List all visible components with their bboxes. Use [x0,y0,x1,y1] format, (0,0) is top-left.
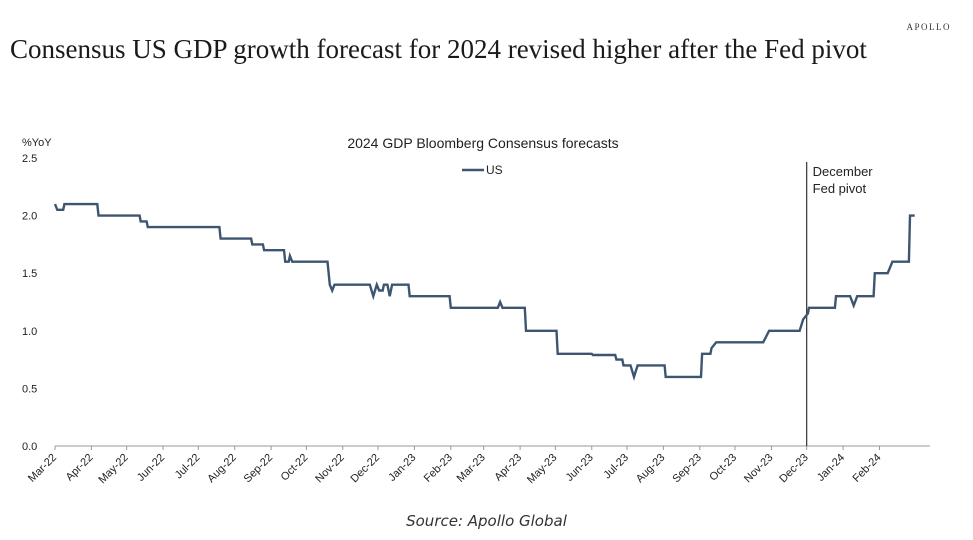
source-note: Source: Apollo Global [406,512,567,530]
x-tick-label: Jul-22 [173,452,203,482]
x-tick-label: Sep-22 [242,452,276,486]
y-tick-label: 1.5 [22,268,37,280]
x-tick-label: Jul-23 [601,452,631,482]
x-tick-label: Apr-22 [64,452,96,484]
x-tick-label: Mar-23 [455,452,488,485]
x-tick-label: Feb-24 [850,452,883,485]
x-tick-label: May-22 [96,452,130,486]
x-tick-label: Jan-23 [386,452,418,484]
x-tick-label: Jun-22 [135,452,167,484]
pivot-annotation: December [813,164,874,179]
x-tick-label: Jan-24 [815,452,847,484]
y-axis: 0.0 0.5 1.0 1.5 2.0 2.5 [22,153,37,453]
x-tick-label: Sep-23 [670,452,704,486]
x-tick-label: Oct-22 [279,452,311,484]
x-tick-label: Dec-22 [349,452,383,486]
pivot-annotation: Fed pivot [813,181,867,196]
x-axis: Mar-22 Apr-22 May-22 Jun-22 Jul-22 Aug-22 Sep-… [26,445,930,486]
brand-logo: APOLLO [906,22,951,32]
y-tick-label: 1.0 [22,326,37,338]
x-tick-label: Aug-22 [205,452,239,486]
x-tick-label: Nov-22 [313,452,347,486]
x-tick-label: May-23 [525,452,559,486]
y-tick-label: 0.0 [22,441,37,453]
series-line-us [53,202,915,381]
y-tick-label: 2.5 [22,153,37,165]
legend: US [462,163,503,177]
x-tick-label: Apr-23 [492,452,524,484]
x-tick-label: Aug-23 [634,452,668,486]
y-tick-label: 0.5 [22,383,37,395]
y-axis-label: %YoY [22,137,52,149]
x-tick-label: Feb-23 [422,452,455,485]
x-tick-label: Mar-22 [26,452,59,485]
x-tick-label: Dec-23 [777,452,811,486]
fed-pivot-marker: December Fed pivot [806,162,874,446]
headline: Consensus US GDP growth forecast for 202… [10,34,867,64]
y-tick-label: 2.0 [22,211,37,223]
chart-title: 2024 GDP Bloomberg Consensus forecasts [347,135,618,151]
x-tick-label: Jun-23 [564,452,596,484]
series-group [53,202,915,381]
x-tick-label: Oct-23 [707,452,739,484]
x-tick-label: Nov-23 [742,452,776,486]
legend-label: US [486,163,503,177]
